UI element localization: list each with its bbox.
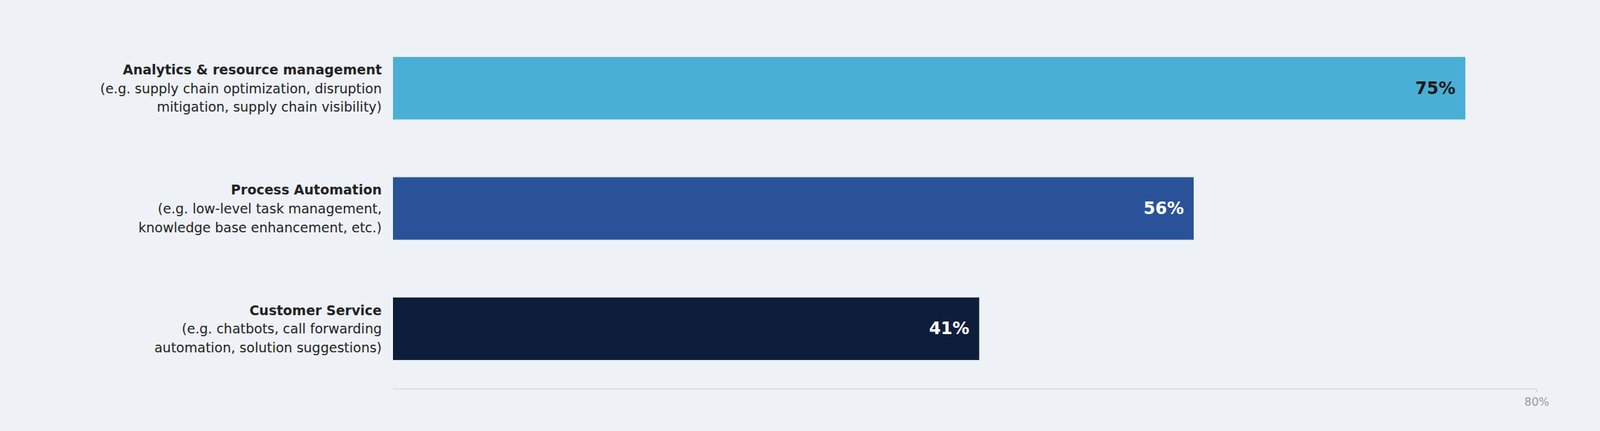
category-label-line: (e.g. low-level task management, [157, 200, 382, 217]
category-label-line: (e.g. chatbots, call forwarding [181, 320, 382, 337]
category-label-line: Process Automation [230, 181, 382, 198]
axis-line [392, 388, 1537, 390]
category-label: Process Automation (e.g. low-level task m… [138, 181, 382, 235]
bar [392, 56, 1466, 120]
category-label-line: automation, solution suggestions) [154, 339, 382, 356]
tick-label: 80% [1524, 395, 1550, 409]
category-label-line: knowledge base enhancement, etc.) [138, 219, 382, 236]
category-labels: Customer Service (e.g. chatbots, call for… [100, 61, 382, 356]
category-label-line: Customer Service [249, 302, 382, 318]
data-label: 75% [1415, 78, 1456, 99]
data-label: 41% [929, 318, 970, 339]
bar [392, 176, 1194, 240]
data-label: 56% [1143, 198, 1184, 219]
category-label: Analytics & resource management (e.g. sup… [100, 61, 382, 115]
category-label-line: mitigation, supply chain visibility) [156, 98, 382, 115]
bar [392, 297, 979, 360]
category-label-line: (e.g. supply chain optimization, disrupt… [100, 80, 382, 97]
data-labels: 41% 56% 75% [929, 78, 1456, 339]
category-label-line: Analytics & resource management [122, 61, 382, 78]
tick-mark [1536, 388, 1538, 393]
bars [392, 56, 1466, 360]
chart-svg: 41% 56% 75% Customer Service (e.g. chatbots,… [0, 0, 1600, 431]
chart-container: 41% 56% 75% Customer Service (e.g. chatbots,… [0, 0, 1600, 431]
category-label: Customer Service (e.g. chatbots, call for… [154, 302, 382, 356]
x-axis: 80% [392, 388, 1550, 409]
